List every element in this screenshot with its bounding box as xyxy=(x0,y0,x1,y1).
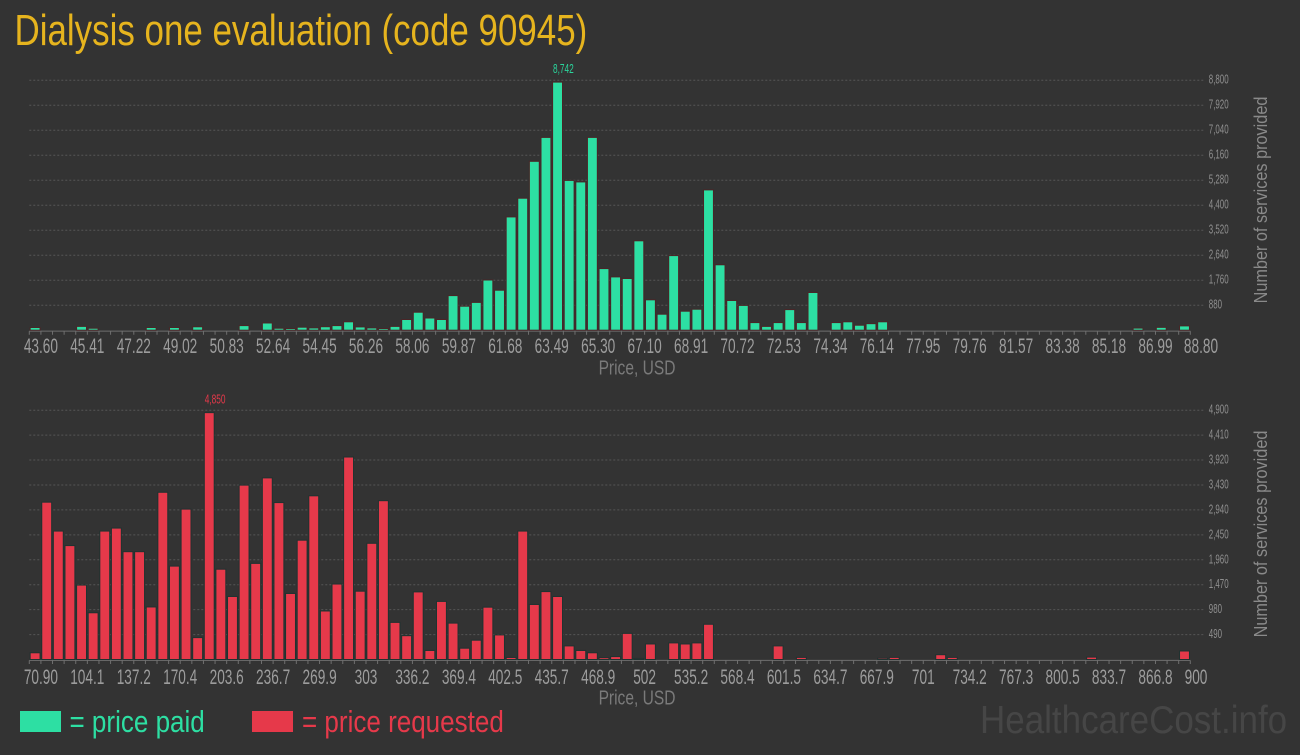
svg-text:303: 303 xyxy=(355,665,378,689)
svg-text:70.72: 70.72 xyxy=(720,334,754,358)
svg-text:4,400: 4,400 xyxy=(1209,198,1229,212)
svg-text:170.4: 170.4 xyxy=(163,665,197,689)
svg-text:1,960: 1,960 xyxy=(1209,552,1229,566)
svg-text:56.26: 56.26 xyxy=(349,334,383,358)
svg-text:8,742: 8,742 xyxy=(553,62,574,76)
svg-text:Dialysis one evaluation (code: Dialysis one evaluation (code 90945) xyxy=(15,6,588,55)
svg-text:88.80: 88.80 xyxy=(1184,334,1218,358)
svg-text:269.9: 269.9 xyxy=(303,665,337,689)
svg-text:54.45: 54.45 xyxy=(303,334,337,358)
svg-text:65.30: 65.30 xyxy=(581,334,615,358)
svg-text:67.10: 67.10 xyxy=(628,334,662,358)
svg-text:59.87: 59.87 xyxy=(442,334,476,358)
svg-text:336.2: 336.2 xyxy=(395,665,429,689)
svg-text:Price, USD: Price, USD xyxy=(599,357,676,379)
svg-text:6,160: 6,160 xyxy=(1209,148,1229,162)
svg-text:43.60: 43.60 xyxy=(24,334,58,358)
svg-text:980: 980 xyxy=(1209,602,1222,616)
svg-text:2,640: 2,640 xyxy=(1209,248,1229,262)
svg-text:8,800: 8,800 xyxy=(1209,73,1229,87)
svg-text:68.91: 68.91 xyxy=(674,334,708,358)
svg-text:85.18: 85.18 xyxy=(1092,334,1126,358)
svg-text:833.7: 833.7 xyxy=(1092,665,1126,689)
svg-text:900: 900 xyxy=(1185,665,1208,689)
svg-text:866.8: 866.8 xyxy=(1138,665,1172,689)
svg-text:81.57: 81.57 xyxy=(999,334,1033,358)
svg-text:4,850: 4,850 xyxy=(205,393,226,407)
svg-text:203.6: 203.6 xyxy=(210,665,244,689)
svg-text:502: 502 xyxy=(633,665,656,689)
svg-text:Number of services provided: Number of services provided xyxy=(1250,431,1271,638)
svg-text:137.2: 137.2 xyxy=(117,665,151,689)
svg-text:1,760: 1,760 xyxy=(1209,273,1229,287)
svg-text:3,520: 3,520 xyxy=(1209,223,1229,237)
svg-text:79.76: 79.76 xyxy=(953,334,987,358)
svg-text:880: 880 xyxy=(1209,298,1222,312)
svg-text:800.5: 800.5 xyxy=(1046,665,1080,689)
svg-text:2,940: 2,940 xyxy=(1209,503,1229,517)
svg-text:490: 490 xyxy=(1209,627,1222,641)
svg-text:52.64: 52.64 xyxy=(256,334,290,358)
svg-text:7,920: 7,920 xyxy=(1209,98,1229,112)
svg-text:72.53: 72.53 xyxy=(767,334,801,358)
svg-text:45.41: 45.41 xyxy=(70,334,104,358)
svg-text:468.9: 468.9 xyxy=(581,665,615,689)
svg-text:= price requested: = price requested xyxy=(302,705,504,740)
svg-text:61.68: 61.68 xyxy=(488,334,522,358)
svg-text:3,430: 3,430 xyxy=(1209,478,1229,492)
svg-text:5,280: 5,280 xyxy=(1209,173,1229,187)
svg-text:767.3: 767.3 xyxy=(999,665,1033,689)
svg-text:1,470: 1,470 xyxy=(1209,577,1229,591)
svg-text:58.06: 58.06 xyxy=(395,334,429,358)
svg-text:Number of services provided: Number of services provided xyxy=(1250,97,1271,304)
svg-text:667.9: 667.9 xyxy=(860,665,894,689)
svg-text:76.14: 76.14 xyxy=(860,334,894,358)
svg-text:2,450: 2,450 xyxy=(1209,528,1229,542)
svg-text:47.22: 47.22 xyxy=(117,334,151,358)
svg-text:402.5: 402.5 xyxy=(488,665,522,689)
svg-text:634.7: 634.7 xyxy=(813,665,847,689)
svg-text:70.90: 70.90 xyxy=(24,665,58,689)
svg-text:104.1: 104.1 xyxy=(70,665,104,689)
svg-text:7,040: 7,040 xyxy=(1209,123,1229,137)
svg-text:236.7: 236.7 xyxy=(256,665,290,689)
svg-text:83.38: 83.38 xyxy=(1046,334,1080,358)
svg-text:535.2: 535.2 xyxy=(674,665,708,689)
svg-text:3,920: 3,920 xyxy=(1209,453,1229,467)
svg-text:435.7: 435.7 xyxy=(535,665,569,689)
svg-text:369.4: 369.4 xyxy=(442,665,476,689)
svg-text:HealthcareCost.info: HealthcareCost.info xyxy=(980,697,1287,741)
svg-text:86.99: 86.99 xyxy=(1138,334,1172,358)
svg-text:50.83: 50.83 xyxy=(210,334,244,358)
svg-text:4,410: 4,410 xyxy=(1209,428,1229,442)
svg-text:734.2: 734.2 xyxy=(953,665,987,689)
svg-text:= price paid: = price paid xyxy=(70,705,205,740)
svg-text:701: 701 xyxy=(912,665,935,689)
svg-text:77.95: 77.95 xyxy=(906,334,940,358)
svg-text:568.4: 568.4 xyxy=(720,665,754,689)
svg-text:49.02: 49.02 xyxy=(163,334,197,358)
svg-text:Price, USD: Price, USD xyxy=(599,687,676,709)
svg-text:601.5: 601.5 xyxy=(767,665,801,689)
svg-text:74.34: 74.34 xyxy=(813,334,847,358)
svg-text:4,900: 4,900 xyxy=(1209,403,1229,417)
svg-text:63.49: 63.49 xyxy=(535,334,569,358)
